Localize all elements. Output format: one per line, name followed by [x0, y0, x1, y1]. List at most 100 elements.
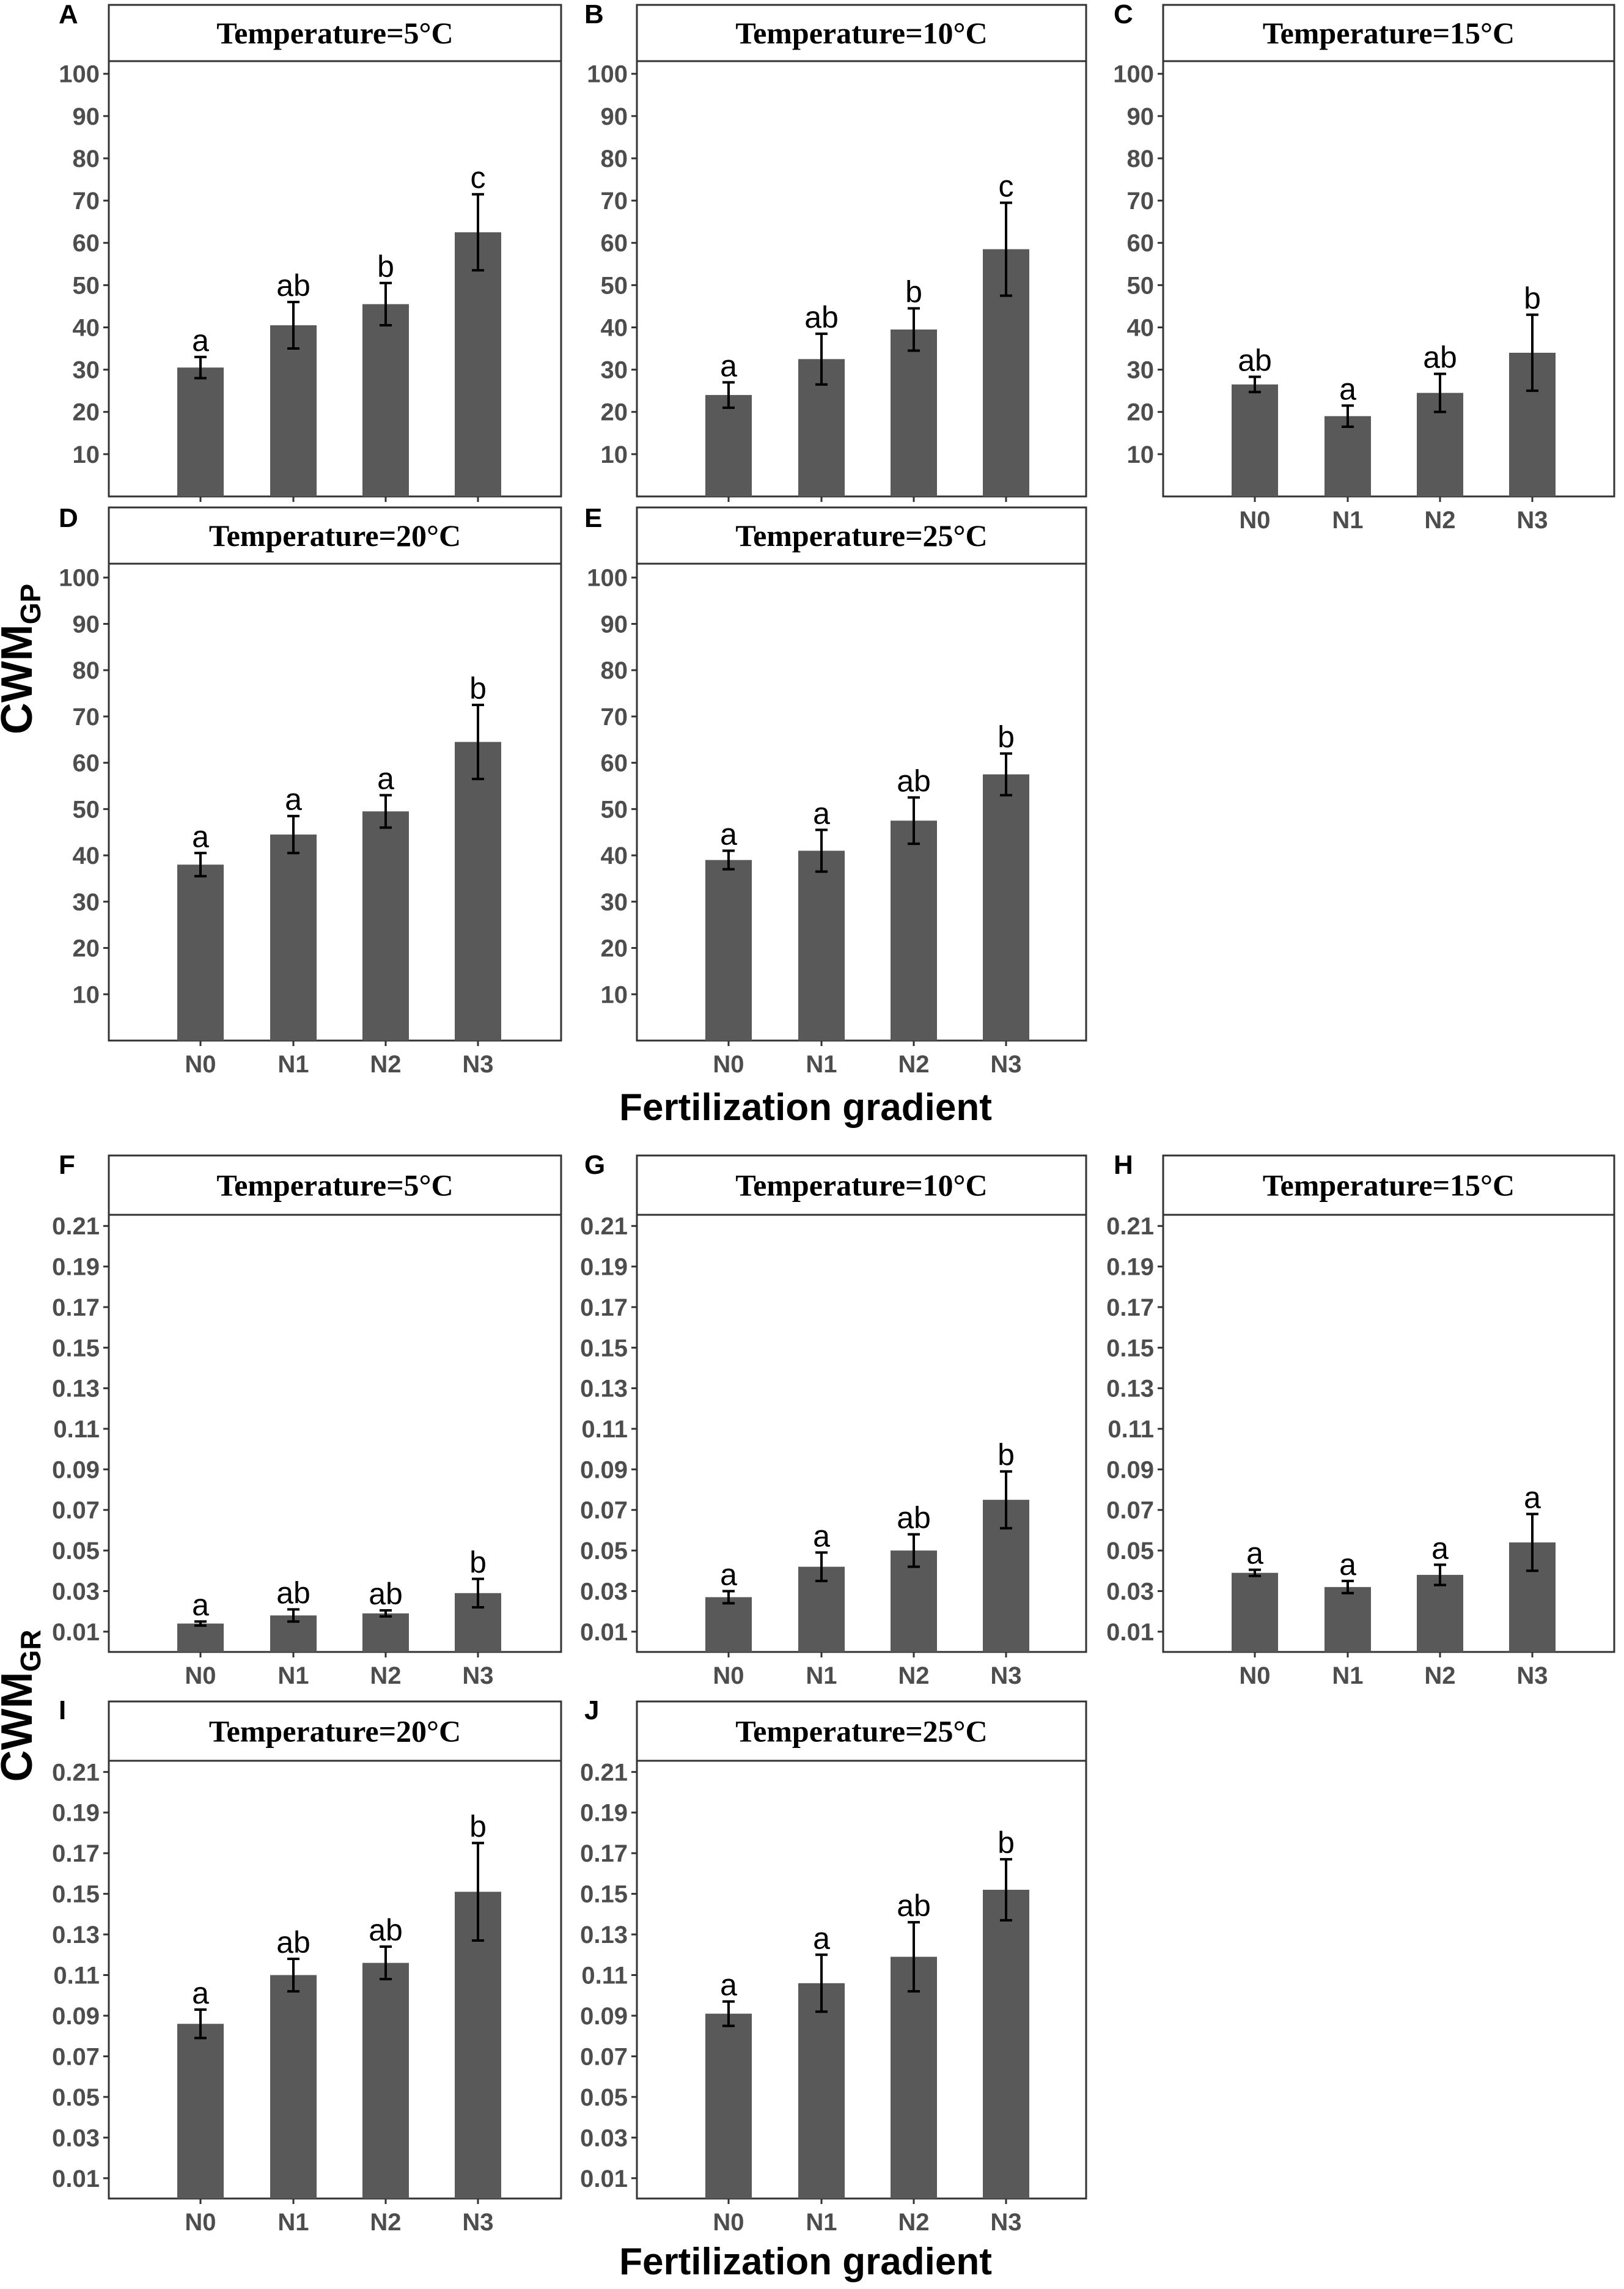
y-tick-label: 0.15: [1106, 1335, 1154, 1362]
significance-letter: c: [999, 169, 1014, 204]
chart-panel-a: ATemperature=5°C102030405060708090100aN0…: [59, 0, 562, 534]
y-tick-label: 0.05: [1106, 1538, 1154, 1565]
bar-n0: [705, 860, 752, 1041]
y-tick-label: 0.07: [580, 2043, 628, 2070]
significance-letter: b: [1524, 281, 1541, 315]
y-tick-label: 80: [601, 146, 628, 172]
x-tick-label: N2: [370, 1662, 401, 1689]
y-tick-label: 80: [601, 657, 628, 684]
panels-group: A Temperature=5°C 10 20 30 40 50 60 70 80 90 100 a N0…: [52, 0, 1615, 2236]
significance-letter: a: [285, 783, 302, 817]
strip-title: Temperature=5°C: [216, 1168, 453, 1203]
y-tick-label: 0.15: [580, 1881, 628, 1908]
y-tick-label: 0.11: [53, 1963, 100, 1989]
top-y-axis-title: CWMGP: [0, 584, 46, 734]
bar-n2: [1417, 1574, 1463, 1652]
significance-letter: a: [377, 762, 394, 796]
bar-n3: [455, 742, 501, 1041]
y-tick-label: 0.13: [52, 1376, 100, 1403]
y-tick-label: 90: [601, 611, 628, 638]
bar-n2: [362, 811, 409, 1041]
y-tick-label: 50: [73, 796, 100, 823]
y-tick-label: 70: [73, 188, 100, 215]
chart-panel-i: I Temperature=20°C 0.01 0.03 0.05 0.07 0.09 0.1…: [52, 1695, 562, 2236]
significance-letter: a: [192, 1976, 209, 2010]
significance-letter: ab: [804, 300, 839, 334]
y-tick-label: 10: [73, 441, 100, 468]
bar-n0: [1232, 384, 1278, 496]
x-tick-label: N0: [713, 2209, 744, 2236]
bar-n1: [798, 850, 845, 1041]
bar-n1: [270, 1975, 317, 2199]
y-tick-label: 0.21: [52, 1759, 100, 1786]
y-tick-label: 0.11: [581, 1963, 628, 1989]
y-tick-label: 100: [59, 61, 100, 88]
x-tick-label: N3: [1516, 1662, 1548, 1689]
y-tick-label: 60: [601, 750, 628, 777]
bar-n3: [455, 1892, 501, 2199]
top-y-axis-title-sub: GP: [15, 584, 46, 624]
y-tick-label: 0.17: [580, 1840, 628, 1867]
y-tick-label: 50: [73, 272, 100, 299]
y-tick-label: 0.07: [52, 2043, 100, 2070]
y-tick-label: 30: [601, 889, 628, 916]
y-tick-label: 0.21: [1106, 1213, 1154, 1240]
y-tick-label: 100: [1113, 61, 1154, 88]
y-tick-label: 0.17: [52, 1294, 100, 1321]
y-tick-label: 0.19: [1106, 1254, 1154, 1281]
significance-letter: b: [998, 720, 1015, 754]
y-tick-label: 40: [1127, 314, 1155, 341]
y-tick-label: 0.05: [580, 1538, 628, 1565]
significance-letter: a: [1246, 1536, 1263, 1571]
bar-n0: [1232, 1572, 1278, 1652]
significance-letter: c: [471, 161, 486, 195]
y-tick-label: 0.13: [52, 1922, 100, 1948]
strip-title: Temperature=10°C: [735, 16, 987, 50]
y-tick-label: 0.17: [52, 1840, 100, 1867]
y-tick-label: 70: [601, 188, 628, 215]
panel-label: B: [584, 0, 604, 29]
x-tick-label: N1: [277, 2209, 309, 2236]
y-tick-label: 0.17: [580, 1294, 628, 1321]
y-tick-label: 0.09: [52, 1456, 100, 1483]
significance-letter: a: [813, 1921, 830, 1955]
x-tick-label: N3: [1516, 507, 1548, 534]
y-tick-label: 80: [1127, 146, 1155, 172]
bar-n0: [705, 1597, 752, 1652]
significance-letter: b: [377, 249, 394, 284]
x-tick-label: N1: [806, 1051, 837, 1078]
bar-n3: [983, 774, 1029, 1041]
x-tick-label: N2: [898, 2209, 929, 2236]
y-tick-label: 60: [601, 230, 628, 257]
y-tick-label: 0.07: [1106, 1497, 1154, 1524]
y-tick-label: 10: [73, 981, 100, 1008]
strip-title: Temperature=10°C: [735, 1168, 987, 1203]
significance-letter: a: [720, 1557, 737, 1591]
panel-label: C: [1114, 0, 1133, 29]
bottom-y-axis-title-sub: GR: [15, 1630, 46, 1672]
plot-border: [1162, 1214, 1615, 1653]
strip-box: [1162, 1154, 1615, 1216]
bar-n1: [1325, 416, 1371, 496]
y-tick-label: 30: [73, 889, 100, 916]
x-tick-label: N2: [1424, 1662, 1455, 1689]
y-tick-label: 0.11: [581, 1416, 628, 1443]
significance-letter: a: [720, 348, 737, 383]
x-tick-label: N0: [1239, 1662, 1270, 1689]
y-tick-label: 0.01: [580, 2166, 628, 2192]
significance-letter: a: [1524, 1480, 1541, 1514]
y-tick-label: 10: [601, 441, 628, 468]
top-y-axis-title-main: CWM: [0, 624, 42, 734]
chart-panel-f: F Temperature=5°C 0.01 0.03 0.05 0.07 0.09 0.11…: [52, 1150, 562, 1689]
y-tick-label: 0.11: [53, 1416, 100, 1443]
y-tick-label: 0.13: [580, 1922, 628, 1948]
bottom-y-axis-title: CWMGR: [0, 1630, 46, 1782]
chart-panel-b: BTemperature=10°C102030405060708090100aN…: [584, 0, 1087, 534]
y-tick-label: 60: [73, 750, 100, 777]
x-tick-label: N0: [185, 1662, 216, 1689]
y-tick-label: 30: [73, 357, 100, 384]
panel-label: D: [59, 503, 78, 533]
significance-letter: ab: [1423, 341, 1457, 375]
y-tick-label: 0.09: [52, 2003, 100, 2030]
y-tick-label: 0.15: [52, 1881, 100, 1908]
